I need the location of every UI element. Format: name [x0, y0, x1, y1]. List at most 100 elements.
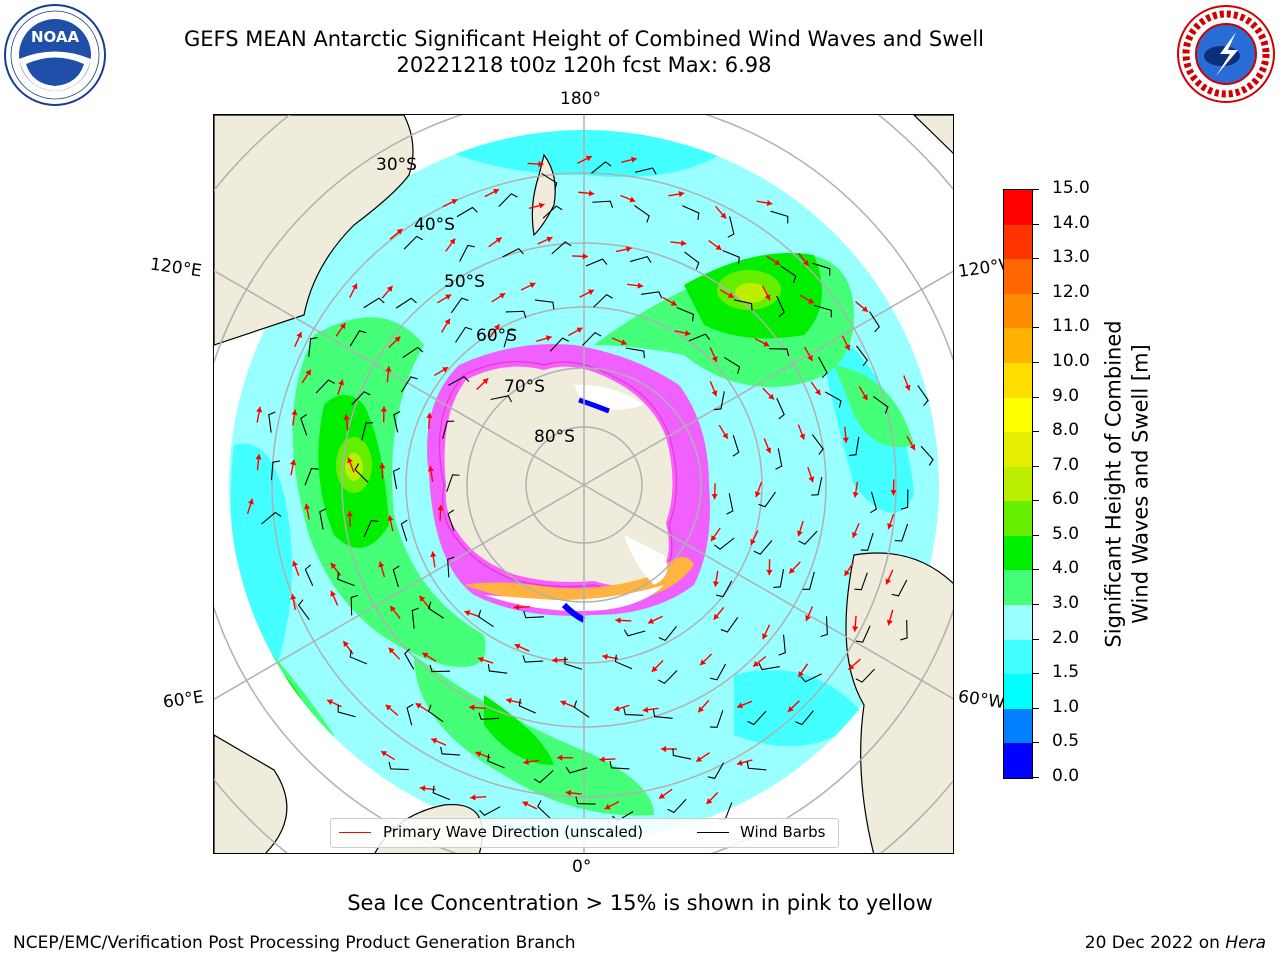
wind-barb	[315, 379, 335, 394]
map-legend: Primary Wave Direction (unscaled) Wind B…	[330, 818, 839, 848]
wind-barb	[818, 356, 828, 379]
wave-arrow-head	[415, 703, 422, 709]
wave-arrow-head	[499, 293, 506, 299]
wave-arrow-head	[430, 551, 437, 558]
colorbar-tick-label: 13.0	[1052, 247, 1090, 268]
wind-barb	[319, 508, 327, 530]
wind-barb	[726, 493, 734, 515]
wind-barb	[676, 306, 695, 322]
colorbar-segment	[1004, 674, 1032, 709]
wind-barb	[920, 445, 934, 466]
wind-barb	[609, 760, 630, 770]
colorbar-tick-mark	[1033, 465, 1039, 467]
wave-arrow-head	[388, 647, 395, 654]
wind-barb	[337, 705, 356, 718]
wave-arrow-head	[722, 432, 728, 439]
wind-barb	[551, 241, 572, 255]
wind-barb	[268, 411, 276, 433]
wind-barb	[392, 467, 401, 490]
wave-arrow-head	[386, 285, 393, 292]
wave-arrow-head	[803, 259, 809, 266]
wave-arrow-head	[506, 697, 512, 704]
wind-barb	[363, 297, 385, 309]
colorbar-segment	[1004, 708, 1032, 744]
colorbar-label: Significant Height of Combined Wind Wave…	[1101, 320, 1156, 647]
wave-arrow-head	[848, 663, 855, 670]
wind-barb	[478, 712, 500, 720]
colorbar-tick-mark	[1033, 638, 1039, 640]
wind-barb	[447, 509, 455, 532]
wave-arrow-head	[706, 798, 713, 804]
wave-arrow-head	[670, 300, 677, 306]
colorbar-tick-mark	[1033, 534, 1039, 536]
wave-arrow-head	[798, 670, 804, 677]
wave-arrow-head	[378, 561, 385, 568]
colorbar-tick-mark	[1033, 500, 1039, 502]
colorbar-tick-mark	[1033, 258, 1039, 260]
wind-barb	[533, 770, 554, 784]
wind-barb	[727, 216, 735, 238]
wave-arrow-head	[711, 390, 718, 397]
wind-barb	[894, 523, 909, 542]
footer-date-text: 20 Dec 2022 on	[1084, 933, 1226, 953]
wave-arrow-head	[482, 378, 489, 385]
wave-arrow-head	[750, 538, 756, 545]
colorbar-tick-mark	[1033, 742, 1039, 744]
wave-arrow-head	[615, 617, 621, 624]
antarctica	[427, 344, 710, 623]
wave-arrow-head	[787, 706, 794, 712]
wind-barb	[354, 463, 369, 483]
colorbar-segment	[1004, 362, 1032, 398]
colorbar-segment	[1004, 605, 1032, 640]
wave-arrow-head	[887, 523, 893, 530]
colorbar-tick-label: 2.0	[1052, 627, 1080, 648]
wind-barb	[714, 537, 735, 550]
polar-map: 30°S 40°S 50°S 60°S 70°S 80°S	[213, 114, 954, 854]
wind-barb	[400, 519, 408, 542]
wave-arrow-head	[338, 379, 345, 386]
wave-arrow-head	[464, 610, 471, 617]
wind-barb	[758, 491, 776, 508]
wind-barb	[351, 391, 371, 406]
wave-arrow-head	[343, 414, 350, 420]
colorbar-tick-label: 4.0	[1052, 558, 1080, 579]
wave-arrow-head	[381, 751, 388, 757]
wind-barb	[522, 655, 544, 663]
wind-barb	[349, 330, 367, 347]
wave-arrow-head	[557, 754, 563, 761]
wind-barb	[773, 569, 785, 588]
wave-arrow-head	[885, 578, 892, 585]
wave-arrow-head	[625, 246, 632, 253]
wind-barb	[400, 376, 418, 393]
wave-arrow-head	[678, 190, 685, 198]
colorbar-tick-mark	[1033, 396, 1039, 398]
wind-barb	[427, 704, 444, 723]
wave-arrow-head	[444, 318, 450, 325]
wave-arrow-head	[711, 494, 718, 500]
wind-barb	[582, 331, 602, 346]
wind-barb	[591, 161, 612, 174]
wind-barb	[388, 761, 409, 771]
colorbar-tick-mark	[1033, 569, 1039, 571]
wave-arrow-head	[419, 785, 426, 792]
colorbar-tick-label: 14.0	[1052, 212, 1090, 233]
wind-barb	[447, 556, 455, 578]
colorbar-tick-mark	[1033, 673, 1039, 675]
wind-barb	[900, 619, 908, 641]
wave-arrow-head	[763, 340, 770, 347]
wave-arrow-head	[380, 406, 387, 412]
wind-barb	[503, 329, 517, 348]
wind-barb	[614, 654, 633, 670]
lat-label-70s: 70°S	[504, 377, 545, 397]
colorbar-tick-mark	[1033, 292, 1039, 294]
wave-arrow-head	[696, 756, 703, 762]
wave-arrow-head	[427, 465, 435, 472]
wind-barb	[812, 262, 831, 276]
wave-arrow-head	[844, 569, 850, 576]
wave-arrow-head	[660, 745, 667, 753]
colorbar-segment	[1004, 639, 1032, 675]
wind-barb	[716, 580, 733, 598]
wave-arrow-head	[422, 652, 429, 659]
wave-arrow-head	[765, 447, 772, 454]
wave-arrow-head	[715, 244, 722, 250]
